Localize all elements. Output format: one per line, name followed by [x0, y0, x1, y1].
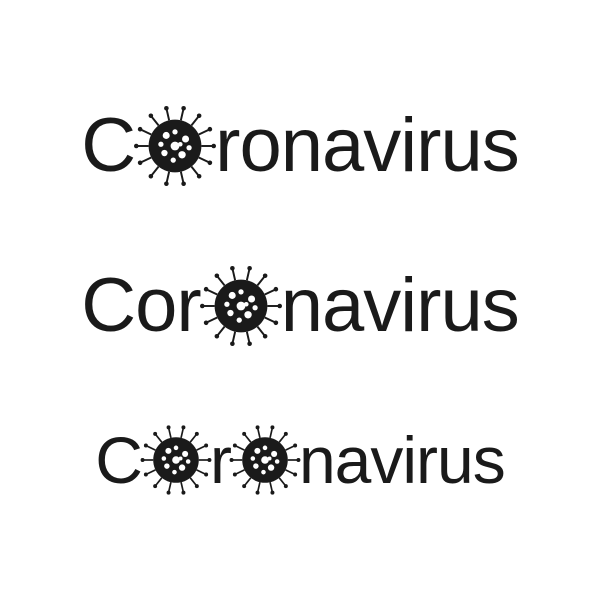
coronavirus-logotype-2: Cor navirus	[81, 262, 518, 350]
logotype-text: C	[81, 108, 135, 184]
virus-icon	[197, 262, 285, 350]
logotype-text: Cor	[81, 268, 200, 344]
logotype-text: navirus	[299, 427, 505, 493]
coronavirus-logotype-3: C r navirus	[95, 422, 504, 498]
coronavirus-logotype-1: C ronavirus	[81, 102, 518, 190]
virus-icon	[131, 102, 219, 190]
virus-icon	[138, 422, 214, 498]
logotype-text: C	[95, 427, 142, 493]
virus-icon	[227, 422, 303, 498]
logotype-text: ronavirus	[215, 108, 519, 184]
logotype-text: navirus	[281, 268, 519, 344]
